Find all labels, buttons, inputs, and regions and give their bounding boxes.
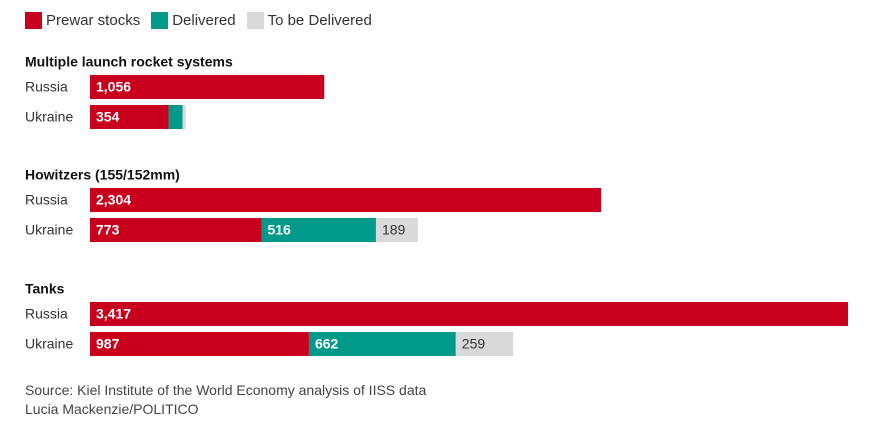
row-label: Russia xyxy=(25,79,68,95)
value-label: 354 xyxy=(96,109,120,125)
value-label: 1,056 xyxy=(96,79,131,95)
bar-prewar xyxy=(90,332,309,356)
value-label: 259 xyxy=(462,336,486,352)
group-title: Multiple launch rocket systems xyxy=(25,54,233,70)
legend-item: To be Delivered xyxy=(246,11,372,29)
legend-swatch xyxy=(151,11,169,29)
group-title: Howitzers (155/152mm) xyxy=(25,167,180,183)
source-line: Source: Kiel Institute of the World Econ… xyxy=(25,382,427,398)
row-label: Russia xyxy=(25,192,68,208)
row-label: Ukraine xyxy=(25,336,73,352)
bar-prewar xyxy=(90,188,602,212)
stacked-bar-chart: Multiple launch rocket systems Russia 1,05… xyxy=(25,54,848,356)
legend-label: To be Delivered xyxy=(267,11,372,29)
value-label: 3,417 xyxy=(96,306,131,322)
bar-delivered xyxy=(168,105,183,129)
legend-item: Prewar stocks xyxy=(25,11,141,29)
row-label: Russia xyxy=(25,306,68,322)
bar-delivered xyxy=(261,218,376,242)
legend-swatch xyxy=(25,11,42,29)
value-label: 189 xyxy=(382,222,406,238)
bar-to-be-delivered xyxy=(455,332,514,356)
legend: Prewar stocks Delivered To be Delivered xyxy=(25,11,383,29)
bar-prewar xyxy=(90,302,848,326)
legend-item: Delivered xyxy=(151,11,236,29)
row-label: Ukraine xyxy=(25,222,73,238)
legend-swatch xyxy=(246,11,264,29)
group-title: Tanks xyxy=(25,281,65,297)
value-label: 2,304 xyxy=(96,192,131,208)
value-label: 987 xyxy=(96,336,120,352)
row-label: Ukraine xyxy=(25,109,73,125)
source-note: Source: Kiel Institute of the World Econ… xyxy=(25,381,426,419)
bar-prewar xyxy=(90,218,262,242)
credit-line: Lucia Mackenzie/POLITICO xyxy=(25,401,199,417)
bar-prewar xyxy=(90,105,169,129)
legend-label: Prewar stocks xyxy=(46,11,141,29)
value-label: 773 xyxy=(96,222,120,238)
bar-to-be-delivered xyxy=(182,105,186,129)
value-label: 516 xyxy=(267,222,291,238)
value-label: 662 xyxy=(315,336,339,352)
bar-to-be-delivered xyxy=(375,218,418,242)
bar-delivered xyxy=(308,332,456,356)
legend-label: Delivered xyxy=(172,11,236,29)
bar-prewar xyxy=(90,75,325,99)
